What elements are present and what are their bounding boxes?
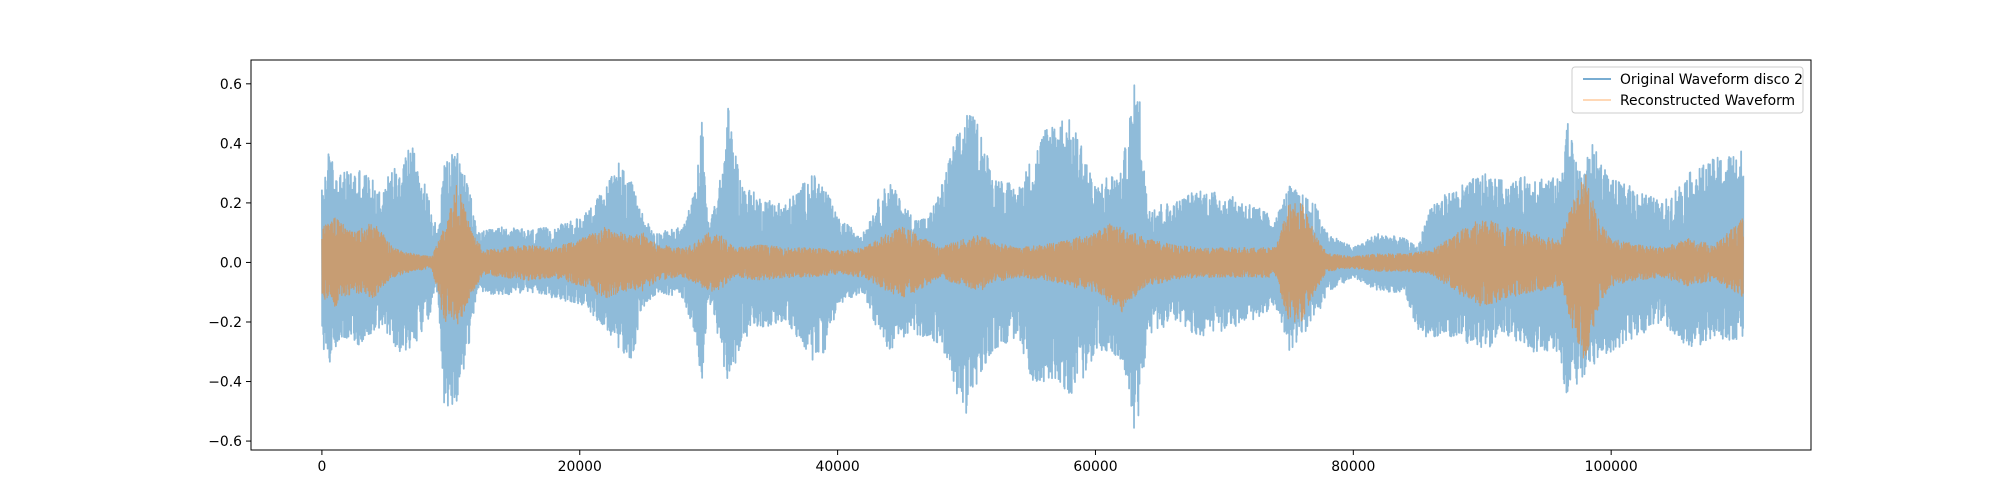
legend: Original Waveform disco 2 Reconstructed …	[1571, 66, 1804, 114]
x-tick-label: 40000	[816, 459, 860, 475]
y-tick-label: −0.4	[208, 375, 242, 391]
series-layer	[321, 84, 1745, 429]
y-tick-label: 0.4	[220, 136, 242, 152]
plot-area	[250, 59, 1812, 451]
axes-frame	[250, 59, 1812, 451]
y-tick-label: 0.0	[220, 255, 242, 271]
y-tick-label: −0.6	[208, 434, 242, 450]
x-tick-label: 0	[317, 459, 326, 475]
legend-label-reconstructed: Reconstructed Waveform	[1620, 93, 1795, 109]
x-axis: 0 20000 40000 60000 80000 100000	[317, 450, 1638, 475]
x-tick-label: 80000	[1331, 459, 1375, 475]
series-line-reconstructed	[321, 174, 1744, 359]
legend-label-original: Original Waveform disco 2	[1620, 72, 1803, 88]
y-tick-label: 0.6	[220, 77, 242, 93]
y-tick-label: −0.2	[208, 315, 242, 331]
y-axis: 0.6 0.4 0.2 0.0 −0.2 −0.4 −0.6	[208, 77, 251, 450]
legend-box	[1571, 66, 1804, 114]
x-tick-label: 100000	[1585, 459, 1638, 475]
x-tick-label: 20000	[558, 459, 602, 475]
x-tick-label: 60000	[1073, 459, 1117, 475]
y-tick-label: 0.2	[220, 196, 242, 212]
